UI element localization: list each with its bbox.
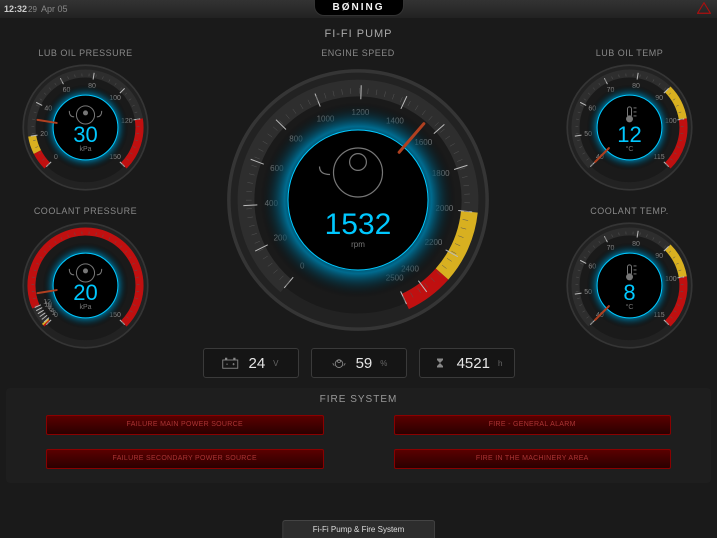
gauge-label: COOLANT PRESSURE	[18, 206, 153, 216]
warning-triangle-icon[interactable]	[697, 2, 711, 14]
alarm-indicator[interactable]: FIRE - GENERAL ALARM	[394, 415, 672, 435]
clock-date: Apr 05	[41, 4, 68, 14]
alarm-grid: FAILURE MAIN POWER SOURCE FIRE - GENERAL…	[16, 415, 701, 469]
battery-box: 24 V	[203, 348, 299, 378]
gauge-label: LUB OIL TEMP	[562, 48, 697, 58]
gauge-label: COOLANT TEMP.	[562, 206, 697, 216]
brand-text: BØNING	[333, 2, 385, 13]
alarm-indicator[interactable]: FIRE IN THE MACHINERY AREA	[394, 449, 672, 469]
clock-time: 12:32	[4, 4, 27, 14]
gauge-lub-oil-temp: LUB OIL TEMP 405060708090100115 12 °C	[562, 48, 697, 195]
battery-unit: V	[273, 359, 278, 368]
fire-title: FIRE SYSTEM	[16, 394, 701, 405]
hourglass-icon	[431, 356, 449, 370]
gauge-coolant-temp: COOLANT TEMP. 405060708090100115 8 °C	[562, 206, 697, 353]
engine-icon	[330, 356, 348, 370]
hours-value: 4521	[457, 355, 490, 372]
clock-seconds: 29	[28, 5, 37, 14]
gauge-engine-speed: ENGINE SPEED 020040060080010001200140016…	[218, 48, 498, 340]
top-bar: 12:32 29 Apr 05 BØNING	[0, 0, 717, 18]
alarm-indicator[interactable]: FAILURE SECONDARY POWER SOURCE	[46, 449, 324, 469]
gauges-area: LUB OIL PRESSURE 020406080100120150 30 k…	[0, 40, 717, 360]
gauge-lub-oil-pressure: LUB OIL PRESSURE 020406080100120150 30 k…	[18, 48, 153, 195]
alarm-indicator[interactable]: FAILURE MAIN POWER SOURCE	[46, 415, 324, 435]
hours-box: 4521 h	[419, 348, 515, 378]
gauge-coolant-pressure: COOLANT PRESSURE 024681012150 20 kPa	[18, 206, 153, 353]
hours-unit: h	[498, 359, 502, 368]
page-title: FI-FI PUMP	[0, 28, 717, 40]
gauge-label: ENGINE SPEED	[218, 48, 498, 58]
battery-icon	[222, 356, 240, 370]
bottom-tab[interactable]: Fi-Fi Pump & Fire System	[282, 520, 436, 538]
battery-value: 24	[248, 355, 265, 372]
gauge-label: LUB OIL PRESSURE	[18, 48, 153, 58]
fire-section: FIRE SYSTEM FAILURE MAIN POWER SOURCE FI…	[6, 388, 711, 483]
brand-badge: BØNING	[314, 0, 404, 16]
load-unit: %	[380, 359, 387, 368]
load-box: 59 %	[311, 348, 407, 378]
info-row: 24 V 59 % 4521 h	[203, 348, 515, 378]
load-value: 59	[356, 355, 373, 372]
